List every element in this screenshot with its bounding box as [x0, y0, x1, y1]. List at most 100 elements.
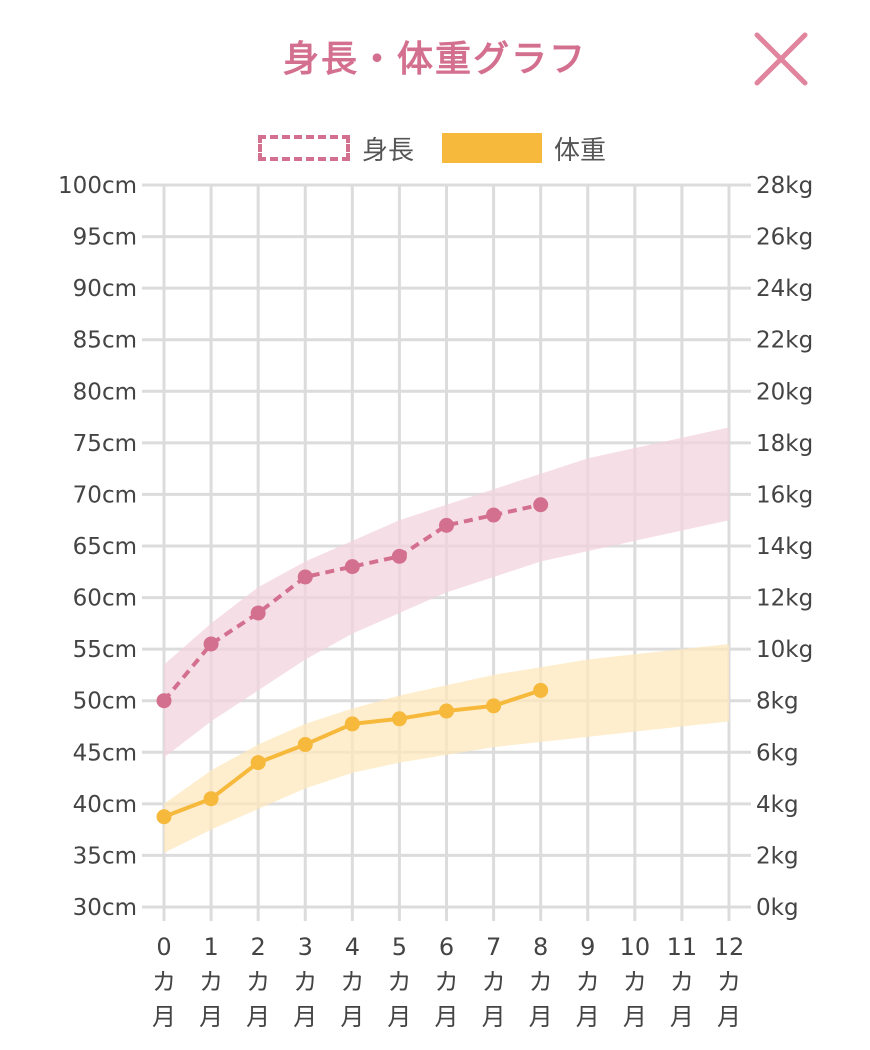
data-point-weight [250, 755, 266, 771]
x-tick-label: 11 [667, 933, 698, 961]
x-tick-label: 月 [199, 1003, 223, 1031]
close-button[interactable] [750, 28, 812, 90]
data-point-weight [533, 682, 549, 698]
data-point-weight [297, 737, 313, 753]
legend-item-weight[interactable]: 体重 [442, 128, 606, 168]
y-right-tick-label: 6kg [756, 740, 799, 766]
x-tick-label: 月 [340, 1003, 364, 1031]
y-right-tick-label: 4kg [756, 792, 799, 818]
y-left-tick-label: 55cm [73, 637, 137, 663]
x-tick-label: 月 [576, 1003, 600, 1031]
x-tick-label: 8 [533, 933, 548, 961]
y-left-tick-label: 95cm [73, 225, 137, 251]
x-tick-label: カ [293, 968, 317, 996]
y-right-tick-label: 20kg [756, 379, 813, 405]
data-point-height [156, 693, 172, 709]
x-tick-label: 12 [714, 933, 745, 961]
y-right-tick-label: 24kg [756, 276, 813, 302]
x-tick-label: 月 [246, 1003, 270, 1031]
data-point-weight [203, 791, 219, 807]
x-tick-label: カ [529, 968, 553, 996]
data-point-height [486, 507, 502, 523]
x-tick-label: 月 [529, 1003, 553, 1031]
x-tick-label: 月 [435, 1003, 459, 1031]
data-point-height [391, 548, 407, 564]
x-tick-label: 月 [717, 1003, 741, 1031]
x-tick-label: カ [152, 968, 176, 996]
y-left-tick-label: 30cm [73, 895, 137, 921]
y-left-tick-label: 60cm [73, 586, 137, 612]
y-left-tick-label: 50cm [73, 689, 137, 715]
y-left-tick-label: 70cm [73, 482, 137, 508]
y-right-tick-label: 22kg [756, 328, 813, 354]
y-right-tick-label: 14kg [756, 534, 813, 560]
legend-label-weight: 体重 [554, 135, 607, 166]
x-tick-label: カ [387, 968, 411, 996]
legend-swatch-height [258, 135, 350, 161]
x-tick-label: 5 [392, 933, 407, 961]
x-tick-label: 2 [251, 933, 266, 961]
x-tick-label: 6 [439, 933, 454, 961]
y-left-tick-label: 65cm [73, 534, 137, 560]
data-point-height [344, 559, 360, 575]
y-right-tick-label: 10kg [756, 637, 813, 663]
y-left-tick-label: 100cm [58, 173, 137, 199]
x-tick-label: 月 [152, 1003, 176, 1031]
y-right-tick-label: 16kg [756, 482, 813, 508]
y-right-tick-label: 18kg [756, 431, 813, 457]
x-tick-label: カ [482, 968, 506, 996]
legend-item-height[interactable]: 身長 [258, 128, 414, 168]
y-left-tick-label: 45cm [73, 740, 137, 766]
y-right-tick-label: 2kg [756, 843, 799, 869]
x-tick-label: 1 [203, 933, 218, 961]
legend-swatch-weight [442, 133, 542, 163]
x-tick-label: 7 [486, 933, 501, 961]
data-point-height [439, 517, 454, 533]
y-right-tick-label: 0kg [756, 895, 799, 921]
x-tick-label: カ [435, 968, 459, 996]
y-left-tick-label: 75cm [73, 431, 137, 457]
data-point-weight [156, 809, 172, 825]
x-tick-label: 10 [620, 933, 651, 961]
x-tick-label: カ [670, 968, 694, 996]
x-tick-label: 月 [670, 1003, 694, 1031]
x-tick-label: 月 [293, 1003, 317, 1031]
band-height [164, 427, 729, 758]
x-tick-label: カ [199, 968, 223, 996]
x-tick-label: カ [246, 968, 270, 996]
x-tick-label: カ [623, 968, 647, 996]
y-right-tick-label: 28kg [756, 173, 813, 199]
y-left-tick-label: 85cm [73, 328, 137, 354]
y-right-tick-label: 12kg [756, 586, 813, 612]
x-tick-label: カ [717, 968, 741, 996]
x-tick-label: 月 [387, 1003, 411, 1031]
data-point-weight [486, 698, 502, 714]
chart-legend: 身長 体重 [0, 128, 870, 168]
data-point-weight [344, 716, 360, 732]
page-title: 身長・体重グラフ [282, 39, 587, 80]
y-left-tick-label: 80cm [73, 379, 137, 405]
x-tick-label: 月 [623, 1003, 647, 1031]
data-point-height [297, 569, 313, 585]
x-tick-label: 9 [580, 933, 595, 961]
x-tick-label: カ [576, 968, 600, 996]
x-tick-label: カ [340, 968, 364, 996]
y-right-tick-label: 26kg [756, 225, 813, 251]
x-tick-label: 月 [482, 1003, 506, 1031]
x-tick-label: 0 [156, 933, 171, 961]
data-point-height [203, 636, 219, 652]
y-left-tick-label: 90cm [73, 276, 137, 302]
y-left-tick-label: 35cm [73, 843, 137, 869]
band-weight [164, 643, 729, 853]
y-left-tick-label: 40cm [73, 792, 137, 818]
legend-label-height: 身長 [362, 135, 415, 166]
data-point-height [533, 497, 549, 513]
close-icon [754, 32, 808, 86]
data-point-weight [391, 711, 407, 727]
series-line-height [162, 502, 542, 702]
x-tick-label: 4 [345, 933, 360, 961]
x-tick-label: 3 [298, 933, 313, 961]
data-point-weight [439, 703, 454, 719]
data-point-height [250, 605, 266, 621]
